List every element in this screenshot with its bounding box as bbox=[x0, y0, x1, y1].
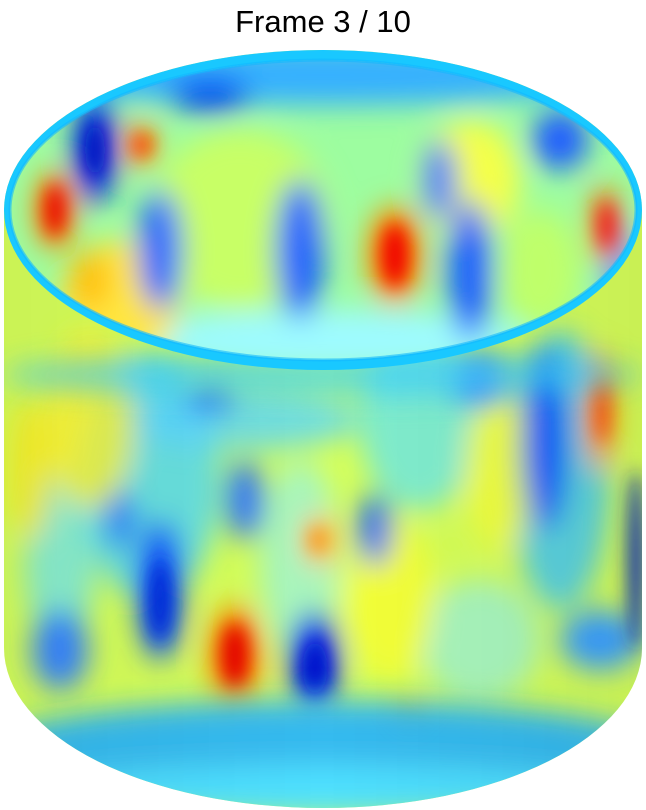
frame-title: Frame 3 / 10 bbox=[235, 4, 411, 39]
